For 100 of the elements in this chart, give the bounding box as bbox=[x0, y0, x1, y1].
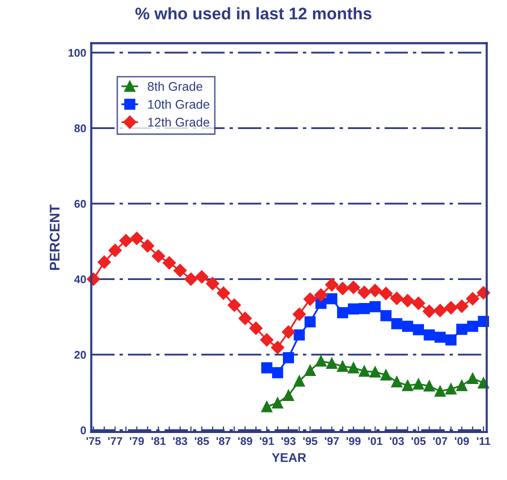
point bbox=[238, 312, 252, 325]
point bbox=[380, 310, 392, 322]
point bbox=[249, 322, 263, 335]
point bbox=[292, 308, 306, 321]
point bbox=[304, 316, 316, 328]
point bbox=[228, 298, 241, 312]
chart-title: % who used in last 12 months bbox=[135, 7, 372, 20]
point bbox=[304, 364, 316, 376]
point bbox=[434, 332, 446, 343]
point bbox=[391, 376, 402, 388]
point bbox=[358, 286, 371, 299]
point bbox=[260, 333, 274, 346]
point bbox=[412, 324, 424, 336]
point bbox=[390, 292, 404, 305]
x-tick-label: '91 bbox=[260, 437, 274, 446]
point bbox=[337, 360, 348, 372]
legend-label: 10th Grade bbox=[148, 100, 210, 109]
point bbox=[261, 362, 272, 374]
point bbox=[358, 366, 370, 377]
x-tick-label: '83 bbox=[173, 437, 188, 446]
point bbox=[370, 366, 381, 378]
point bbox=[346, 280, 360, 294]
point bbox=[336, 282, 350, 296]
point bbox=[455, 300, 468, 313]
point bbox=[456, 324, 468, 335]
point bbox=[348, 362, 360, 374]
point bbox=[380, 369, 392, 381]
x-tick-label: '87 bbox=[216, 437, 230, 446]
point bbox=[162, 256, 176, 270]
point bbox=[98, 256, 111, 269]
point bbox=[325, 278, 338, 292]
x-tick-label: '97 bbox=[324, 437, 339, 446]
point bbox=[216, 286, 230, 300]
point bbox=[434, 304, 447, 318]
point bbox=[282, 390, 294, 401]
legend-label: 8th Grade bbox=[148, 82, 202, 91]
y-tick-label: 100 bbox=[68, 48, 86, 57]
point bbox=[456, 380, 468, 392]
legend-label: 12th Grade bbox=[148, 117, 210, 127]
y-tick-label: 40 bbox=[74, 275, 86, 284]
x-tick-label: '99 bbox=[346, 437, 361, 446]
point bbox=[315, 355, 327, 367]
point bbox=[444, 301, 458, 314]
point bbox=[141, 239, 154, 252]
x-tick-label: '11 bbox=[476, 437, 490, 445]
x-tick-label: '93 bbox=[282, 437, 296, 446]
y-tick-label: 80 bbox=[74, 124, 86, 132]
point bbox=[282, 325, 296, 339]
y-tick-label: 0 bbox=[80, 426, 86, 434]
x-tick-label: '05 bbox=[412, 437, 426, 446]
point bbox=[304, 292, 317, 306]
point bbox=[368, 284, 382, 298]
point bbox=[195, 270, 208, 284]
point bbox=[391, 318, 402, 330]
y-tick-label: 20 bbox=[74, 350, 86, 359]
point bbox=[358, 303, 370, 314]
point bbox=[282, 352, 294, 364]
point bbox=[379, 286, 393, 300]
point bbox=[424, 380, 435, 392]
x-tick-label: '95 bbox=[303, 437, 318, 446]
point bbox=[412, 296, 426, 310]
point bbox=[272, 367, 284, 378]
point bbox=[261, 401, 272, 412]
point bbox=[402, 380, 414, 392]
point bbox=[402, 320, 414, 332]
x-axis-title: YEAR bbox=[272, 453, 306, 462]
point bbox=[467, 320, 478, 332]
point bbox=[422, 304, 436, 318]
point bbox=[130, 232, 144, 245]
point bbox=[467, 372, 478, 384]
point bbox=[294, 329, 305, 341]
x-tick-label: '81 bbox=[152, 437, 166, 446]
point bbox=[272, 397, 284, 408]
point bbox=[412, 378, 424, 390]
point bbox=[108, 244, 122, 258]
point bbox=[174, 264, 187, 278]
point bbox=[401, 294, 414, 308]
x-tick-label: '79 bbox=[130, 437, 144, 446]
point bbox=[370, 301, 381, 312]
point bbox=[314, 288, 328, 302]
point bbox=[152, 250, 166, 263]
point bbox=[445, 383, 457, 395]
y-tick-label: 60 bbox=[74, 200, 86, 208]
y-axis-title: PERCENT bbox=[50, 204, 60, 270]
point bbox=[434, 386, 446, 397]
point bbox=[337, 307, 348, 318]
x-tick-label: '77 bbox=[108, 437, 122, 445]
point bbox=[326, 358, 338, 369]
x-tick-label: '85 bbox=[194, 437, 209, 446]
point bbox=[466, 292, 480, 306]
point bbox=[206, 277, 220, 290]
x-tick-label: '75 bbox=[86, 437, 101, 446]
point bbox=[424, 329, 435, 341]
point bbox=[294, 375, 305, 387]
x-tick-label: '09 bbox=[454, 437, 469, 446]
x-tick-label: '01 bbox=[368, 437, 382, 446]
point bbox=[119, 234, 133, 248]
point bbox=[271, 340, 284, 354]
point bbox=[326, 293, 338, 304]
point bbox=[445, 334, 457, 346]
